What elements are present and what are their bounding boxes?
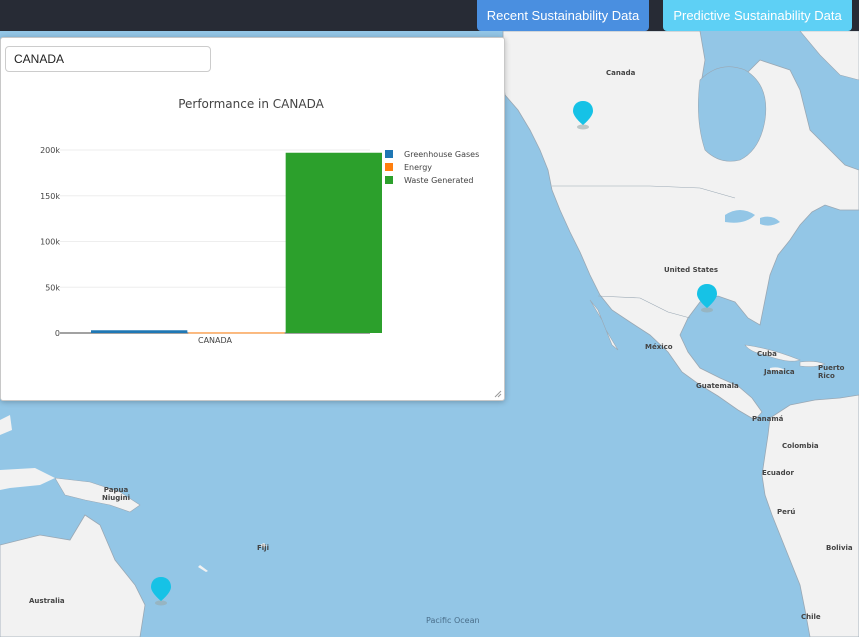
legend-label: Waste Generated	[404, 176, 474, 185]
y-tick-label: 50k	[45, 283, 60, 292]
y-tick-label: 150k	[40, 192, 60, 201]
legend-swatch	[385, 176, 393, 184]
label-papua: Papua Niugini	[101, 486, 131, 502]
label-canada: Canada	[606, 69, 636, 77]
map-pin-icon[interactable]	[696, 283, 718, 313]
label-ecuador: Ecuador	[762, 469, 794, 477]
bar-greenhouse-gases	[91, 330, 188, 333]
country-search-input[interactable]	[5, 46, 211, 72]
label-mexico: México	[645, 343, 673, 351]
label-fiji: Fiji	[257, 544, 269, 552]
resize-handle-icon[interactable]	[494, 390, 502, 398]
map-pin-icon[interactable]	[150, 576, 172, 606]
top-bar: Recent Sustainability Data Predictive Su…	[0, 0, 859, 31]
legend-swatch	[385, 150, 393, 158]
legend-swatch	[385, 163, 393, 171]
label-peru: Perú	[777, 508, 796, 516]
predictive-sustainability-button[interactable]: Predictive Sustainability Data	[663, 0, 852, 31]
y-tick-label: 0	[55, 329, 60, 338]
label-chile: Chile	[801, 613, 821, 621]
label-jamaica: Jamaica	[764, 368, 795, 376]
map-pin-icon[interactable]	[572, 100, 594, 130]
label-cuba: Cuba	[757, 350, 777, 358]
label-pacific-ocean: Pacific Ocean	[426, 616, 480, 625]
y-tick-label: 100k	[40, 238, 60, 247]
label-australia: Australia	[29, 597, 65, 605]
recent-sustainability-button[interactable]: Recent Sustainability Data	[477, 0, 649, 31]
country-chart-panel: Performance in CANADA 0 50k 100k 150k 200k CAN…	[0, 37, 505, 401]
bar-waste-generated	[285, 152, 382, 333]
label-colombia: Colombia	[782, 442, 819, 450]
label-puerto-rico: Puerto Rico	[818, 364, 845, 380]
label-panama: Panamá	[752, 415, 784, 423]
label-bolivia: Bolivia	[826, 544, 853, 552]
label-united-states: United States	[664, 266, 718, 274]
label-guatemala: Guatemala	[696, 382, 739, 390]
chart-title: Performance in CANADA	[178, 97, 324, 111]
x-tick-label: CANADA	[198, 336, 233, 345]
bar-energy	[188, 332, 285, 334]
y-tick-label: 200k	[40, 146, 60, 155]
performance-chart: Performance in CANADA 0 50k 100k 150k 200k CAN…	[40, 97, 479, 345]
legend-label: Greenhouse Gases	[404, 150, 479, 159]
legend-label: Energy	[404, 163, 432, 172]
